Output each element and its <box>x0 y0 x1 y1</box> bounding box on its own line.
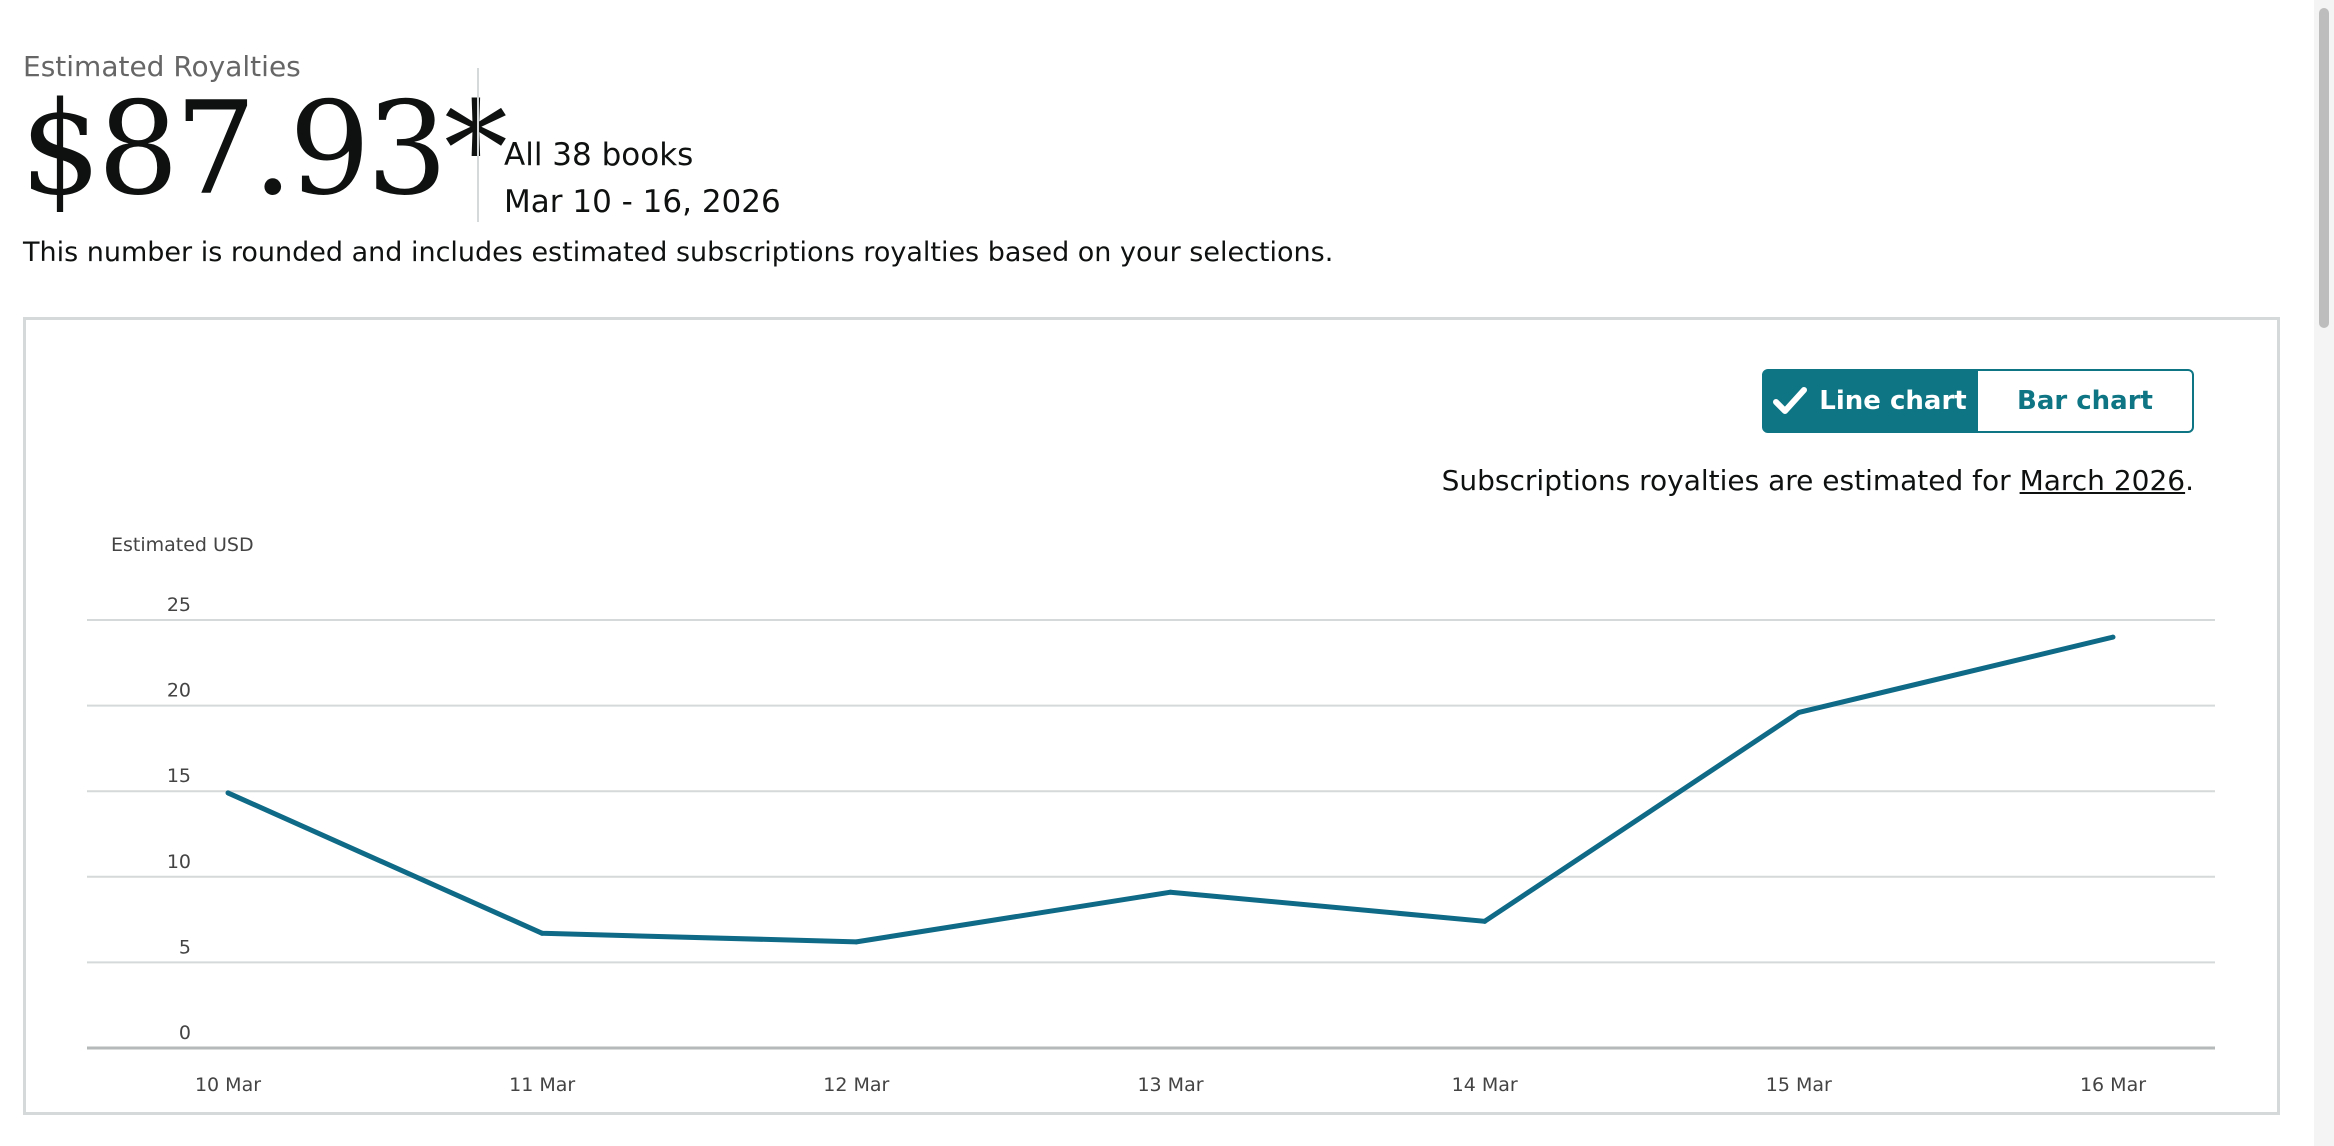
data-point[interactable] <box>1796 709 1802 715</box>
x-tick-label: 14 Mar <box>1452 1074 1518 1096</box>
y-axis-label: Estimated USD <box>111 534 254 556</box>
data-point[interactable] <box>2110 634 2116 640</box>
data-point[interactable] <box>1168 889 1173 895</box>
x-tick-label: 11 Mar <box>509 1074 575 1096</box>
month-link[interactable]: March 2026 <box>2019 464 2186 497</box>
data-point[interactable] <box>853 939 859 945</box>
chart-type-toggle: Line chart Bar chart <box>1762 369 2194 433</box>
bar-chart-button[interactable]: Bar chart <box>1978 369 2194 433</box>
subscriptions-note: Subscriptions royalties are estimated fo… <box>1442 464 2194 497</box>
x-tick-label: 10 Mar <box>195 1074 261 1096</box>
y-tick-label: 15 <box>167 765 191 787</box>
scrollbar[interactable] <box>2314 0 2334 1146</box>
y-tick-label: 10 <box>167 851 191 873</box>
y-tick-label: 5 <box>179 936 191 958</box>
books-count: All 38 books <box>504 137 694 173</box>
x-tick-label: 13 Mar <box>1137 1074 1203 1096</box>
royalties-amount: $87.93* <box>20 75 508 224</box>
checkmark-icon <box>1773 386 1808 416</box>
subscriptions-note-text: Subscriptions royalties are estimated fo… <box>1441 464 2020 497</box>
y-tick-label: 0 <box>179 1022 191 1044</box>
date-range: Mar 10 - 16, 2026 <box>504 184 781 220</box>
y-tick-label: 20 <box>167 680 191 702</box>
scroll-thumb[interactable] <box>2319 8 2329 328</box>
estimated-royalties-label: Estimated Royalties <box>23 50 301 83</box>
data-point[interactable] <box>539 930 545 936</box>
chart-panel <box>23 317 2280 1115</box>
rounding-note: This number is rounded and includes esti… <box>23 237 1334 268</box>
subscriptions-note-period: . <box>2185 464 2194 497</box>
x-tick-label: 15 Mar <box>1766 1074 1832 1096</box>
line-chart-button[interactable]: Line chart <box>1762 369 1978 433</box>
series-line <box>226 634 2114 945</box>
x-tick-label: 16 Mar <box>2080 1074 2146 1096</box>
y-tick-label: 25 <box>167 594 191 616</box>
x-tick-label: 12 Mar <box>823 1074 889 1096</box>
data-point[interactable] <box>1482 918 1488 924</box>
data-point[interactable] <box>225 790 231 796</box>
summary-divider <box>477 68 479 222</box>
line-chart-label: Line chart <box>1819 386 1967 416</box>
